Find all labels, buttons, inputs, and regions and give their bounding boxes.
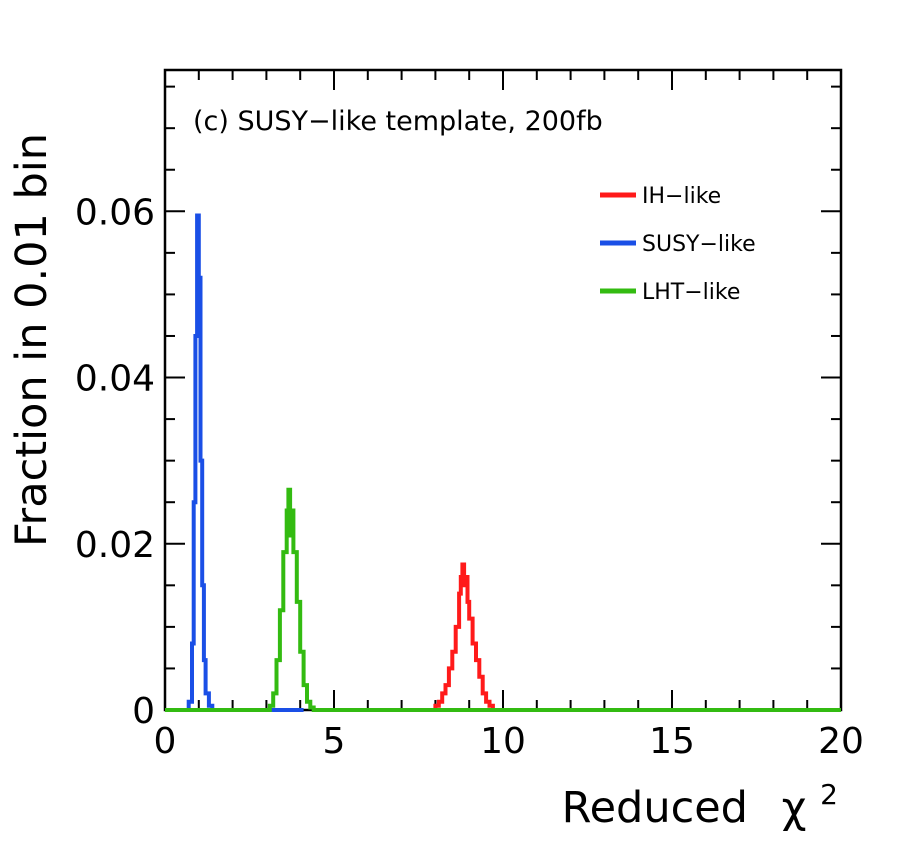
x-axis-title-text: Reduced [562, 783, 748, 833]
x-axis-title: Reduced χ 2 [562, 778, 838, 833]
x-axis-title-superscript: 2 [820, 778, 838, 811]
y-tick-label: 0 [132, 691, 155, 732]
series-layer [165, 213, 841, 712]
legend-label: SUSY−like [642, 232, 756, 257]
x-tick-label: 15 [649, 721, 695, 762]
x-tick-label: 10 [480, 721, 526, 762]
series-line-susy-like [185, 213, 304, 712]
legend: IH−like SUSY−like LHT−like [600, 184, 756, 305]
y-tick-label: 0.02 [75, 525, 155, 566]
minor-ticks [165, 70, 841, 710]
y-tick-label: 0.06 [75, 192, 155, 233]
y-axis-title: Fraction in 0.01 bin [7, 133, 57, 547]
x-tick-label: 5 [323, 721, 346, 762]
legend-label: LHT−like [642, 280, 740, 305]
x-axis-title-symbol: χ [782, 783, 807, 833]
series-line-ih-like [432, 562, 495, 712]
x-tick-label: 0 [154, 721, 177, 762]
x-tick-label: 20 [818, 721, 864, 762]
y-tick-label: 0.04 [75, 359, 155, 400]
plot-frame [163, 68, 843, 712]
x-tick-labels: 0 5 10 15 20 [154, 721, 864, 762]
y-tick-labels: 0 0.02 0.04 0.06 [75, 192, 155, 732]
series-line-lht-like [165, 487, 841, 712]
template-annotation: (c) SUSY−like template, 200fb [193, 106, 603, 137]
major-ticks [164, 70, 842, 711]
legend-label: IH−like [642, 184, 721, 209]
